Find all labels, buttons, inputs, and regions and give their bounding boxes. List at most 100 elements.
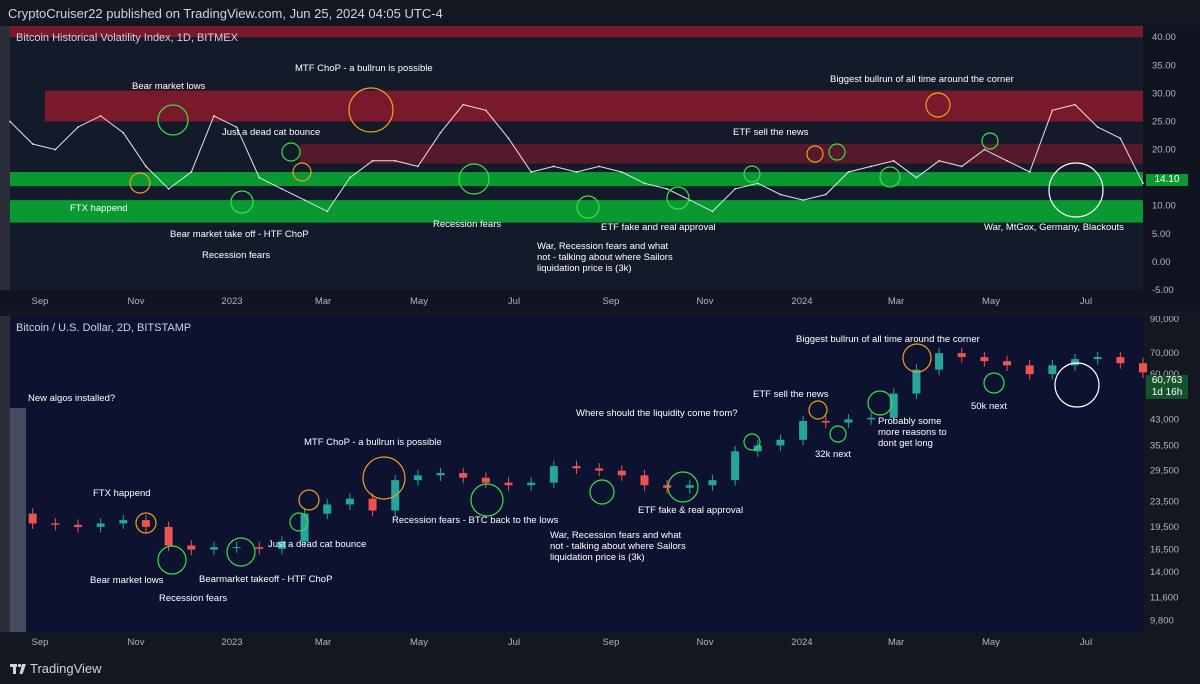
price-highlight-circle-15 <box>1054 362 1100 408</box>
volatility-point-15 <box>349 176 351 179</box>
volatility-pane[interactable]: 40.0035.0030.0025.0020.0015.0010.005.000… <box>0 26 1200 310</box>
volatility-highlight-circle-1 <box>157 104 189 136</box>
price-candle-body-35 <box>799 420 808 440</box>
price-candle-body-49 <box>1116 357 1125 364</box>
volatility-highlight-circle-7 <box>576 195 600 219</box>
note-dead-cat-bounce: Just a dead cat bounce <box>222 127 321 138</box>
volatility-point-41 <box>938 159 940 162</box>
volatility-highlight-circle-6 <box>458 163 490 195</box>
footer: TradingView <box>0 652 1200 684</box>
volatility-point-22 <box>507 137 510 140</box>
tradingview-brand[interactable]: TradingView <box>30 661 102 676</box>
volatility-point-7 <box>167 187 170 190</box>
price-y-tick-2: 60,000 <box>1150 369 1179 380</box>
price-candle-body-29 <box>663 485 672 488</box>
note-bear-takeoff: Bear market take off - HTF ChoP <box>170 229 309 240</box>
price-candle-body-18 <box>413 475 422 481</box>
volatility-point-25 <box>575 171 578 173</box>
volatility-highlight-circle-5 <box>348 87 394 133</box>
volatility-point-4 <box>99 114 102 117</box>
price-y-tick-6: 23,500 <box>1150 497 1179 508</box>
price-highlight-circle-1 <box>157 545 187 575</box>
price-x-tick-1: Nov <box>128 637 145 648</box>
price-candle-body-45 <box>1025 365 1034 375</box>
note-ftx-2: FTX happend <box>93 488 151 499</box>
volatility-point-13 <box>303 199 306 202</box>
volatility-x-tick-1: Nov <box>128 296 145 307</box>
price-candle-body-36 <box>821 420 830 423</box>
volatility-point-32 <box>734 187 737 190</box>
price-candle-body-10 <box>232 547 241 549</box>
volatility-highlight-circle-8 <box>666 186 690 210</box>
volatility-x-tick-8: 2024 <box>791 296 812 307</box>
price-candle-body-13 <box>300 513 309 542</box>
note-bear-market-lows: Bear market lows <box>132 81 206 92</box>
price-x-tick-9: Mar <box>888 637 904 648</box>
note-etf-sell-news: ETF sell the news <box>733 127 809 138</box>
volatility-highlight-circle-0 <box>129 172 151 194</box>
volatility-point-40 <box>915 176 918 179</box>
volatility-x-tick-6: Sep <box>603 296 620 307</box>
price-x-tick-5: Jul <box>508 637 520 648</box>
volatility-point-43 <box>983 148 986 151</box>
current-price: 60,763 <box>1146 375 1188 387</box>
volatility-point-47 <box>1074 103 1076 106</box>
price-candle-body-21 <box>481 477 490 483</box>
price-x-tick-11: Jul <box>1080 637 1092 648</box>
volatility-point-34 <box>779 193 782 196</box>
price-candle-body-42 <box>957 353 966 358</box>
volatility-point-20 <box>462 103 465 106</box>
price-candle-body-31 <box>708 480 717 486</box>
note-etf-fake-2: ETF fake & real approval <box>638 505 744 516</box>
price-candle-body-24 <box>549 466 558 483</box>
price-y-tick-4: 35,500 <box>1150 440 1179 451</box>
volatility-zone-2 <box>300 143 1143 164</box>
volatility-point-17 <box>394 159 397 162</box>
price-x-tick-6: Sep <box>603 637 620 648</box>
price-y-tick-0: 90,000 <box>1150 316 1179 325</box>
volatility-point-46 <box>1051 109 1054 112</box>
price-plot-bg <box>10 316 1143 632</box>
volatility-point-31 <box>711 210 714 213</box>
volatility-point-39 <box>892 159 895 162</box>
note-etf-fake-real: ETF fake and real approval <box>601 222 716 233</box>
publisher-header: CryptoCruiser22 published on TradingView… <box>0 0 1200 26</box>
note-liquidity: Where should the liquidity come from? <box>576 408 738 419</box>
note-war-recession-2: War, Recession fears and what not - talk… <box>550 530 686 563</box>
volatility-highlight-circle-9 <box>743 165 761 183</box>
tradingview-logo-icon[interactable] <box>10 662 26 674</box>
price-candle-body-46 <box>1048 365 1057 375</box>
volatility-y-tick-0: 40.00 <box>1152 32 1176 43</box>
price-left-strip <box>0 316 10 632</box>
volatility-point-21 <box>484 109 487 112</box>
price-highlight-circle-0 <box>135 512 157 534</box>
price-candle-body-38 <box>867 417 876 420</box>
price-candle-body-7 <box>164 526 173 546</box>
volatility-point-33 <box>756 182 759 185</box>
price-highlight-circle-9 <box>743 433 761 451</box>
price-pane[interactable]: 90,000 70,000 60,000 43,000 35,500 29,500 23,5… <box>0 316 1200 652</box>
volatility-x-tick-0: Sep <box>32 296 49 307</box>
volatility-highlight-circle-10 <box>806 145 824 163</box>
volatility-zone-1 <box>45 90 1143 122</box>
volatility-y-tick-7: 5.00 <box>1152 229 1171 240</box>
price-candle-body-26 <box>595 468 604 471</box>
publisher-line: CryptoCruiser22 published on TradingView… <box>8 6 443 21</box>
price-x-tick-7: Nov <box>697 637 714 648</box>
volatility-point-14 <box>326 210 329 213</box>
note-recession-lows: Recession fears - BTC back to the lows <box>392 515 559 526</box>
note-50k: 50k next <box>971 401 1007 412</box>
note-new-algos: New algos installed? <box>28 393 116 404</box>
volatility-point-50 <box>1142 182 1144 185</box>
volatility-point-3 <box>77 126 79 129</box>
price-candle-body-1 <box>28 513 37 524</box>
price-x-tick-10: May <box>982 637 1000 648</box>
note-etf-sell-2: ETF sell the news <box>753 389 829 400</box>
volatility-highlight-circle-12 <box>879 166 901 188</box>
price-algo-bar <box>10 408 26 632</box>
volatility-point-18 <box>416 165 419 168</box>
volatility-point-42 <box>960 165 963 168</box>
price-candle-body-5 <box>119 520 128 524</box>
volatility-chart: 40.0035.0030.0025.0020.0015.0010.005.000… <box>0 26 1200 310</box>
price-candle-body-30 <box>685 485 694 488</box>
